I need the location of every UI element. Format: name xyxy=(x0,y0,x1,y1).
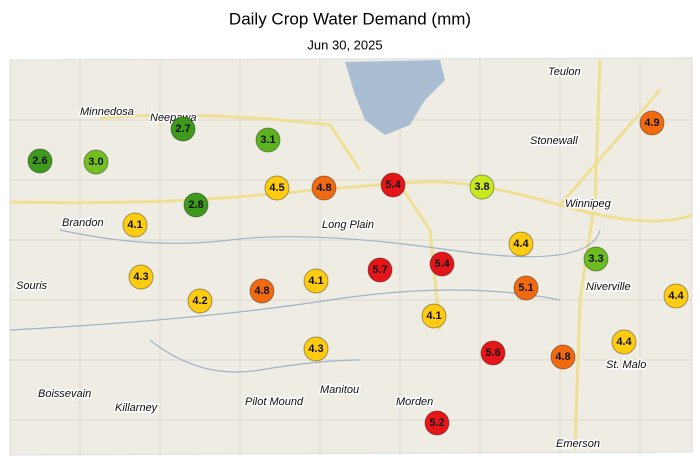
station-marker xyxy=(311,175,337,201)
place-label: Teulon xyxy=(548,66,581,78)
station-value: 5.2 xyxy=(429,417,444,429)
station-marker xyxy=(508,231,534,257)
station-value: 5.4 xyxy=(434,258,450,270)
station-marker xyxy=(303,336,329,362)
station-marker xyxy=(128,264,154,290)
station-value: 4.3 xyxy=(133,271,148,283)
station-value: 4.8 xyxy=(316,182,331,194)
place-label: Souris xyxy=(16,280,48,292)
place-label: Emerson xyxy=(556,438,600,450)
title: Daily Crop Water Demand (mm) xyxy=(229,9,471,28)
station-value: 4.4 xyxy=(616,336,632,348)
station-marker xyxy=(469,174,495,200)
place-label: Minnedosa xyxy=(80,106,134,118)
station-marker xyxy=(264,175,290,201)
station-marker xyxy=(550,344,576,370)
basemap xyxy=(9,57,693,456)
station-value: 2.7 xyxy=(175,123,190,135)
station-value: 2.8 xyxy=(188,199,203,211)
station-marker xyxy=(249,278,275,304)
station-value: 4.8 xyxy=(555,351,570,363)
station-value: 4.4 xyxy=(513,238,529,250)
station-value: 3.3 xyxy=(588,253,603,265)
station-value: 4.5 xyxy=(269,182,284,194)
station-value: 4.4 xyxy=(668,290,684,302)
station-marker xyxy=(303,268,329,294)
station-value: 5.1 xyxy=(518,282,533,294)
station-marker xyxy=(583,246,609,272)
station-marker xyxy=(380,172,406,198)
station-value: 5.6 xyxy=(485,347,500,359)
station-value: 5.4 xyxy=(385,179,401,191)
station-marker xyxy=(429,251,455,277)
station-marker xyxy=(513,275,539,301)
place-label: Killarney xyxy=(115,402,159,414)
place-label: Manitou xyxy=(320,384,359,396)
station-marker xyxy=(187,288,213,314)
place-label: Brandon xyxy=(62,217,104,229)
place-label: Niverville xyxy=(586,281,631,293)
station-marker xyxy=(183,192,209,218)
place-label: Pilot Mound xyxy=(245,396,304,408)
place-label: St. Malo xyxy=(606,359,646,371)
station-marker xyxy=(611,329,637,355)
station-value: 4.1 xyxy=(127,219,142,231)
station-marker xyxy=(367,257,393,283)
station-marker xyxy=(480,340,506,366)
station-marker xyxy=(27,148,53,174)
station-value: 2.6 xyxy=(32,155,47,167)
station-value: 3.1 xyxy=(260,134,275,146)
subtitle: Jun 30, 2025 xyxy=(307,37,382,52)
station-value: 3.0 xyxy=(88,156,103,168)
station-value: 3.8 xyxy=(474,181,489,193)
station-marker xyxy=(424,410,450,436)
station-marker xyxy=(255,127,281,153)
station-marker xyxy=(122,212,148,238)
place-label: Boissevain xyxy=(38,388,91,400)
station-marker xyxy=(639,110,665,136)
station-marker xyxy=(170,116,196,142)
station-value: 4.3 xyxy=(308,343,323,355)
station-marker xyxy=(421,303,447,329)
station-value: 5.7 xyxy=(372,264,387,276)
station-marker xyxy=(83,149,109,175)
station-value: 4.9 xyxy=(644,117,659,129)
station-marker xyxy=(663,283,689,309)
station-value: 4.2 xyxy=(192,295,207,307)
station-value: 4.1 xyxy=(308,275,323,287)
place-label: Stonewall xyxy=(530,135,578,147)
place-label: Long Plain xyxy=(322,219,374,231)
place-label: Morden xyxy=(396,396,433,408)
station-value: 4.8 xyxy=(254,285,269,297)
place-label: Winnipeg xyxy=(565,198,612,210)
station-value: 4.1 xyxy=(426,310,441,322)
